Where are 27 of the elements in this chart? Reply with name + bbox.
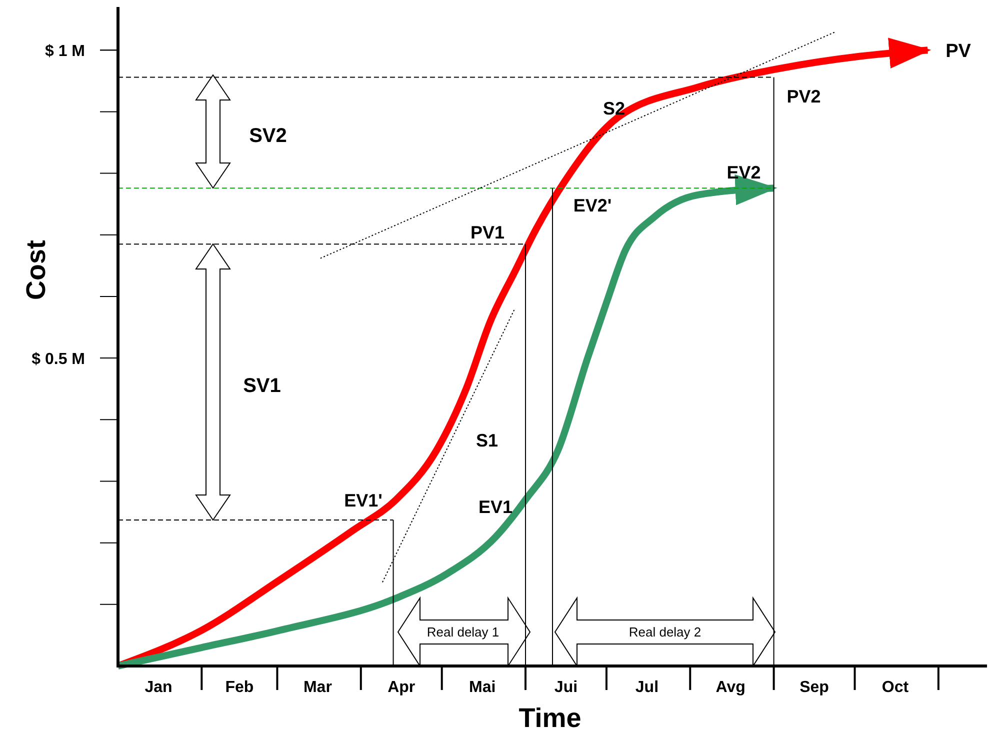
x-axis-title: Time	[518, 703, 582, 733]
x-tick-label: Oct	[882, 679, 910, 696]
annotation: EV2	[726, 162, 761, 182]
annotation: PV1	[470, 222, 505, 242]
x-tick-label: Mai	[468, 679, 496, 696]
annotation: S2	[602, 98, 626, 118]
y-tick-label: $ 1 M	[44, 43, 85, 60]
annotation: Real delay 1	[426, 624, 500, 640]
x-tick-label: Sep	[800, 679, 830, 696]
annotation: EV1'	[344, 490, 382, 510]
annotation: Real delay 2	[628, 624, 702, 640]
x-tick-label: Jui	[554, 679, 578, 696]
series-label: PV	[946, 41, 972, 62]
y-axis-title: Cost	[21, 240, 51, 300]
y-tick-label: $ 0.5 M	[32, 351, 85, 368]
x-tick-label: Avg	[716, 679, 746, 696]
x-tick-label: Mar	[303, 679, 332, 696]
annotation: EV2'	[573, 195, 612, 216]
x-tick-label: Feb	[225, 679, 254, 696]
annotation: PV2	[786, 86, 821, 107]
annotation: EV1	[478, 497, 513, 518]
x-tick-label: Jul	[635, 679, 659, 696]
x-tick-label: Apr	[388, 679, 416, 696]
x-tick-label: Jan	[144, 679, 172, 696]
annotation: SV2	[249, 125, 287, 147]
annotation: S1	[476, 430, 498, 450]
annotation: SV1	[243, 375, 281, 397]
